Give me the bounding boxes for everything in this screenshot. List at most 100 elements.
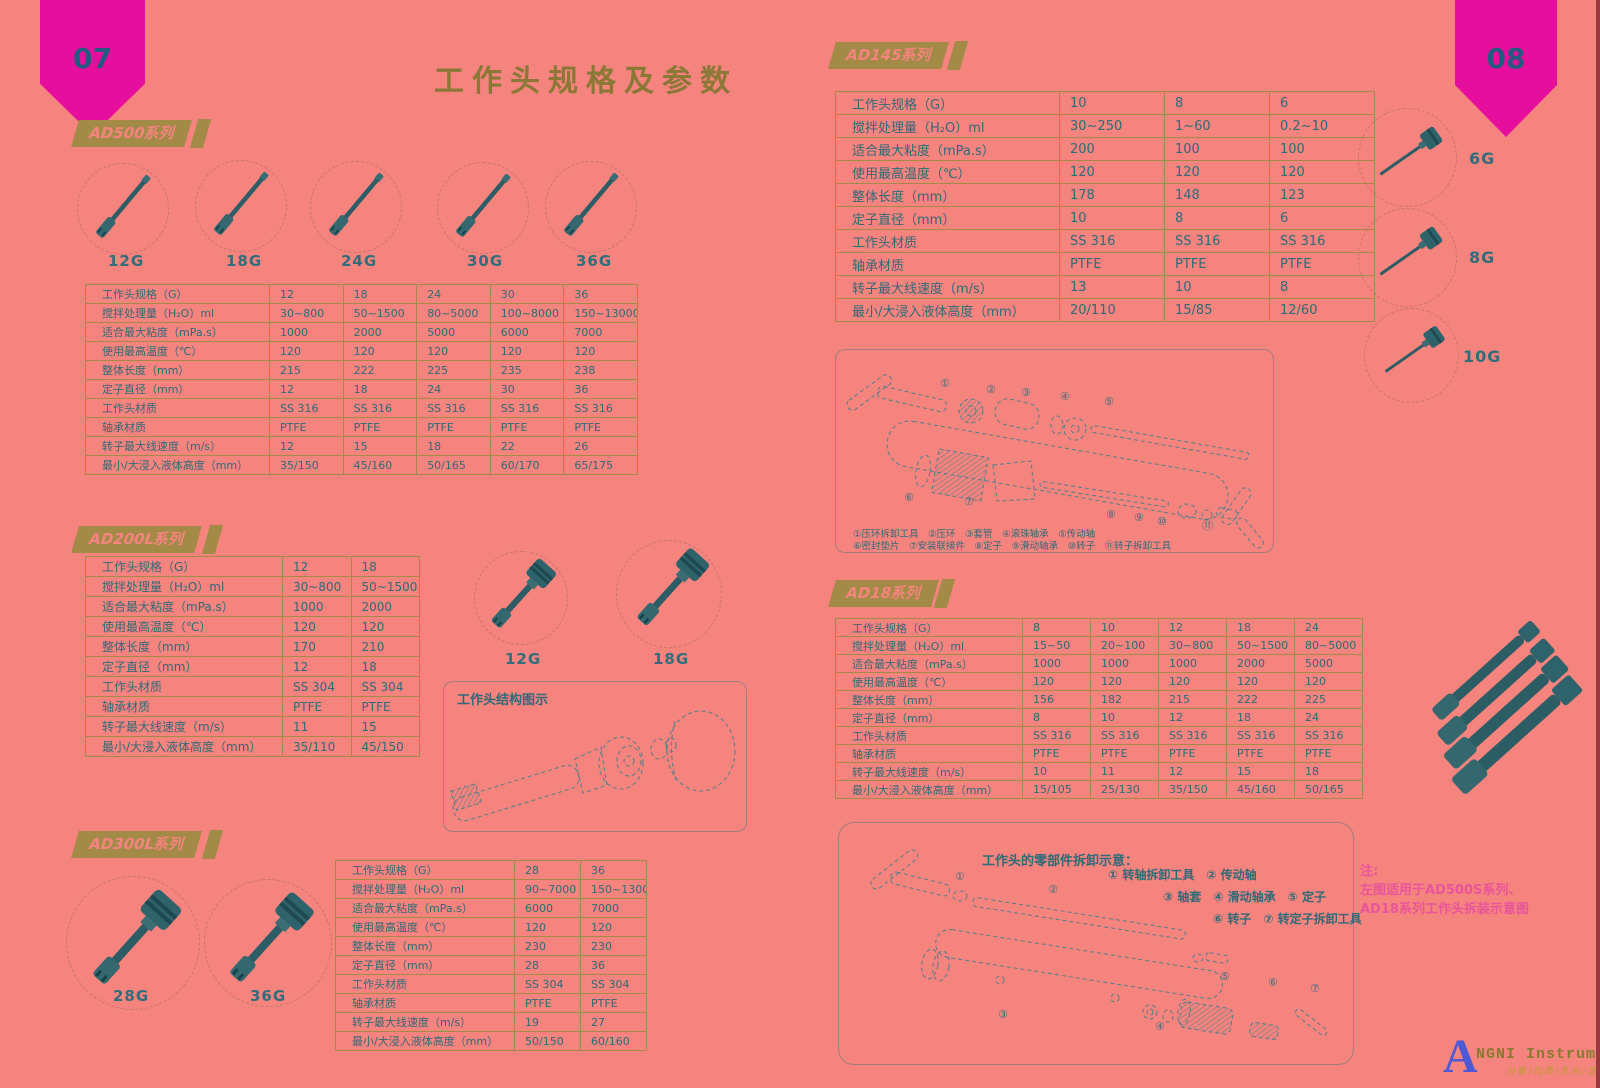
diagram1-callout: ④ xyxy=(1060,390,1070,403)
row-label: 定子直径（mm） xyxy=(85,379,270,399)
cell-value: 215 xyxy=(269,360,344,380)
cell-value: 123 xyxy=(1269,183,1375,207)
table-row: 定子直径（mm） 12 18 24 30 36 xyxy=(85,379,638,399)
cell-value: 18 xyxy=(1226,708,1295,727)
diagram1-callout: ② xyxy=(986,383,996,396)
cell-value: 12 xyxy=(269,379,344,399)
cell-value: 230 xyxy=(514,936,581,956)
row-label: 工作头材质 xyxy=(85,398,270,418)
diagram2-callout: ⑥ xyxy=(1268,976,1278,989)
product-label: 28G xyxy=(113,987,150,1005)
cell-value: 30 xyxy=(489,379,565,399)
row-label: 轴承材质 xyxy=(85,417,270,437)
table-row: 搅拌处理量（H₂O）ml 30~250 1~60 0.2~10 xyxy=(835,114,1375,138)
table-row: 工作头规格（G） 12 18 xyxy=(85,556,420,577)
product-circle-ad500-18g xyxy=(195,160,287,252)
cell-value: 30 xyxy=(489,284,565,304)
spec-table-ad145: 工作头规格（G） 10 8 6 搅拌处理量（H₂O）ml 30~250 1~60 0.2~10… xyxy=(835,91,1375,322)
cell-value: 8 xyxy=(1022,708,1091,727)
cell-value: 8 xyxy=(1164,206,1270,230)
cell-value: SS 316 xyxy=(563,398,638,418)
cell-value: PTFE xyxy=(269,417,344,437)
exploded-diagram2-illustration xyxy=(870,849,1328,1041)
cell-value: 150~13000 xyxy=(563,303,638,323)
table-row: 定子直径（mm） 10 8 6 xyxy=(835,206,1375,230)
cell-value: 12 xyxy=(269,284,344,304)
diagram1-callout: ⑤ xyxy=(1104,395,1114,408)
cell-value: 120 xyxy=(1294,672,1363,691)
product-circle-ad145-10g xyxy=(1364,308,1459,403)
table-row: 轴承材质 PTFE PTFE PTFE xyxy=(835,252,1375,276)
row-label: 最小/大浸入液体高度（mm） xyxy=(835,298,1060,322)
table-row: 工作头材质 SS 316 SS 316 SS 316 SS 316 SS 316 xyxy=(835,726,1363,745)
table-row: 整体长度（mm） 215 222 225 235 238 xyxy=(85,360,638,380)
row-label: 最小/大浸入液体高度（mm） xyxy=(85,736,283,757)
probe-illustration xyxy=(328,171,386,237)
cell-value: PTFE xyxy=(1164,252,1270,276)
product-label: 12G xyxy=(505,650,542,668)
diagram1-caption-line2: ⑥密封垫片 ⑦安装联接件 ⑧定子 ⑨滑动轴承 ⑩转子 ⑪转子拆卸工具 xyxy=(853,541,1172,552)
cell-value: 65/175 xyxy=(563,455,638,475)
cell-value: 10 xyxy=(1164,275,1270,299)
badge-ad300l-label: AD300L系列 xyxy=(86,835,187,853)
cell-value: 18 xyxy=(350,656,420,677)
table-row: 使用最高温度（℃） 120 120 xyxy=(85,616,420,637)
cell-value: 45/160 xyxy=(1226,780,1295,799)
cell-value: SS 316 xyxy=(489,398,565,418)
cell-value: 19 xyxy=(514,1012,581,1032)
row-label: 适合最大粘度（mPa.s） xyxy=(835,137,1060,161)
table-row: 轴承材质 PTFE PTFE PTFE PTFE PTFE xyxy=(835,744,1363,763)
table-row: 转子最大线速度（m/s） 13 10 8 xyxy=(835,275,1375,299)
structure-diagram-illustration xyxy=(450,710,736,822)
cell-value: 10 xyxy=(1090,708,1159,727)
badge-ad500-slash-icon xyxy=(189,119,212,148)
product-label: 10G xyxy=(1463,347,1502,366)
cell-value: 15 xyxy=(350,716,420,737)
table-row: 工作头材质 SS 304 SS 304 xyxy=(85,676,420,697)
product-circle-ad200l-18g xyxy=(616,540,722,648)
diagram1-callout: ⑪ xyxy=(1202,519,1213,532)
cell-value: PTFE xyxy=(282,696,352,717)
cell-value: 30~800 xyxy=(1158,636,1227,655)
row-label: 定子直径（mm） xyxy=(835,206,1060,230)
row-label: 最小/大浸入液体高度（mm） xyxy=(335,1031,515,1051)
diagram2-callout: ② xyxy=(1048,883,1058,896)
row-label: 转子最大线速度（m/s） xyxy=(835,762,1023,781)
row-label: 转子最大线速度（m/s） xyxy=(85,436,270,456)
table-row: 适合最大粘度（mPa.s） 1000 2000 5000 6000 7000 xyxy=(85,322,638,342)
badge-ad500-label: AD500系列 xyxy=(86,124,178,142)
table-row: 工作头材质 SS 304 SS 304 xyxy=(335,974,647,994)
cell-value: 18 xyxy=(342,379,418,399)
cell-value: 10 xyxy=(1059,206,1165,230)
table-row: 使用最高温度（℃） 120 120 120 120 120 xyxy=(85,341,638,361)
cell-value: 120 xyxy=(1269,160,1375,184)
cell-value: 50/165 xyxy=(416,455,491,475)
cell-value: 12 xyxy=(1158,708,1227,727)
cell-value: 12 xyxy=(282,656,352,677)
cell-value: 18 xyxy=(1294,762,1363,781)
cell-value: 120 xyxy=(1164,160,1270,184)
cell-value: SS 316 xyxy=(1294,726,1363,745)
cell-value: 18 xyxy=(416,436,491,456)
table-row: 轴承材质 PTFE PTFE xyxy=(85,696,420,717)
row-label: 最小/大浸入液体高度（mm） xyxy=(85,455,270,475)
cell-value: 28 xyxy=(514,860,581,880)
cell-value: 120 xyxy=(1059,160,1165,184)
logo-initial: A xyxy=(1443,1030,1478,1083)
row-label: 搅拌处理量（H₂O）ml xyxy=(835,114,1060,138)
exploded-diagram1-illustration xyxy=(846,374,1264,549)
cell-value: 2000 xyxy=(350,596,420,617)
cell-value: 18 xyxy=(1226,618,1295,637)
cell-value: PTFE xyxy=(1269,252,1375,276)
row-label: 工作头材质 xyxy=(85,676,283,697)
row-label: 整体长度（mm） xyxy=(85,360,270,380)
cell-value: 35/150 xyxy=(269,455,344,475)
cell-value: 15 xyxy=(342,436,418,456)
row-label: 适合最大粘度（mPa.s） xyxy=(85,596,283,617)
cell-value: PTFE xyxy=(1158,744,1227,763)
badge-ad145-label: AD145系列 xyxy=(843,46,935,64)
cell-value: 6 xyxy=(1269,91,1375,115)
diagram1-callout: ① xyxy=(940,377,950,390)
table-row: 使用最高温度（℃） 120 120 xyxy=(335,917,647,937)
